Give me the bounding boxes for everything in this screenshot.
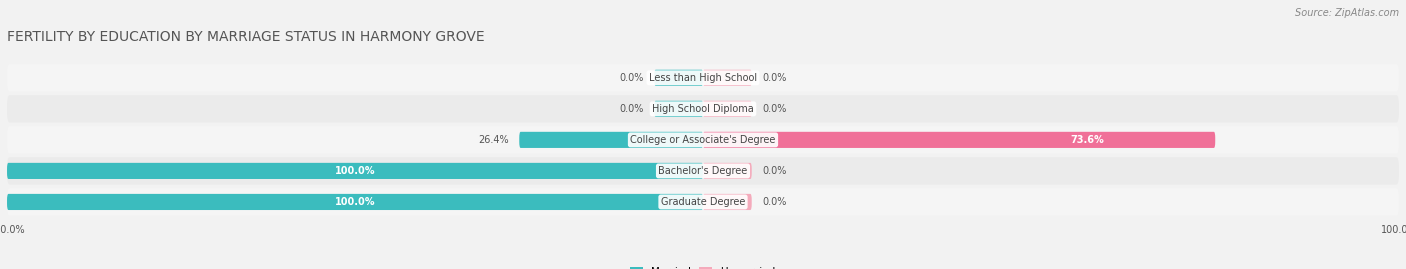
Text: 73.6%: 73.6% bbox=[1070, 135, 1104, 145]
Text: 26.4%: 26.4% bbox=[478, 135, 509, 145]
FancyBboxPatch shape bbox=[7, 194, 703, 210]
Text: 0.0%: 0.0% bbox=[762, 166, 786, 176]
Text: Graduate Degree: Graduate Degree bbox=[661, 197, 745, 207]
Text: FERTILITY BY EDUCATION BY MARRIAGE STATUS IN HARMONY GROVE: FERTILITY BY EDUCATION BY MARRIAGE STATU… bbox=[7, 30, 485, 44]
Text: 100.0%: 100.0% bbox=[335, 166, 375, 176]
Text: 0.0%: 0.0% bbox=[762, 73, 786, 83]
FancyBboxPatch shape bbox=[7, 126, 1399, 154]
FancyBboxPatch shape bbox=[7, 64, 1399, 91]
FancyBboxPatch shape bbox=[7, 188, 1399, 216]
Text: Less than High School: Less than High School bbox=[650, 73, 756, 83]
FancyBboxPatch shape bbox=[703, 70, 752, 86]
Text: 0.0%: 0.0% bbox=[620, 104, 644, 114]
Text: 0.0%: 0.0% bbox=[762, 104, 786, 114]
FancyBboxPatch shape bbox=[703, 163, 752, 179]
FancyBboxPatch shape bbox=[7, 157, 1399, 185]
Text: 0.0%: 0.0% bbox=[762, 197, 786, 207]
Text: 100.0%: 100.0% bbox=[335, 197, 375, 207]
Text: 0.0%: 0.0% bbox=[620, 73, 644, 83]
Text: Source: ZipAtlas.com: Source: ZipAtlas.com bbox=[1295, 8, 1399, 18]
FancyBboxPatch shape bbox=[703, 101, 752, 117]
Text: High School Diploma: High School Diploma bbox=[652, 104, 754, 114]
FancyBboxPatch shape bbox=[703, 132, 1215, 148]
FancyBboxPatch shape bbox=[703, 194, 752, 210]
Legend: Married, Unmarried: Married, Unmarried bbox=[630, 267, 776, 269]
Text: College or Associate's Degree: College or Associate's Degree bbox=[630, 135, 776, 145]
FancyBboxPatch shape bbox=[7, 95, 1399, 122]
FancyBboxPatch shape bbox=[654, 70, 703, 86]
FancyBboxPatch shape bbox=[654, 101, 703, 117]
FancyBboxPatch shape bbox=[7, 163, 703, 179]
FancyBboxPatch shape bbox=[519, 132, 703, 148]
Text: Bachelor's Degree: Bachelor's Degree bbox=[658, 166, 748, 176]
